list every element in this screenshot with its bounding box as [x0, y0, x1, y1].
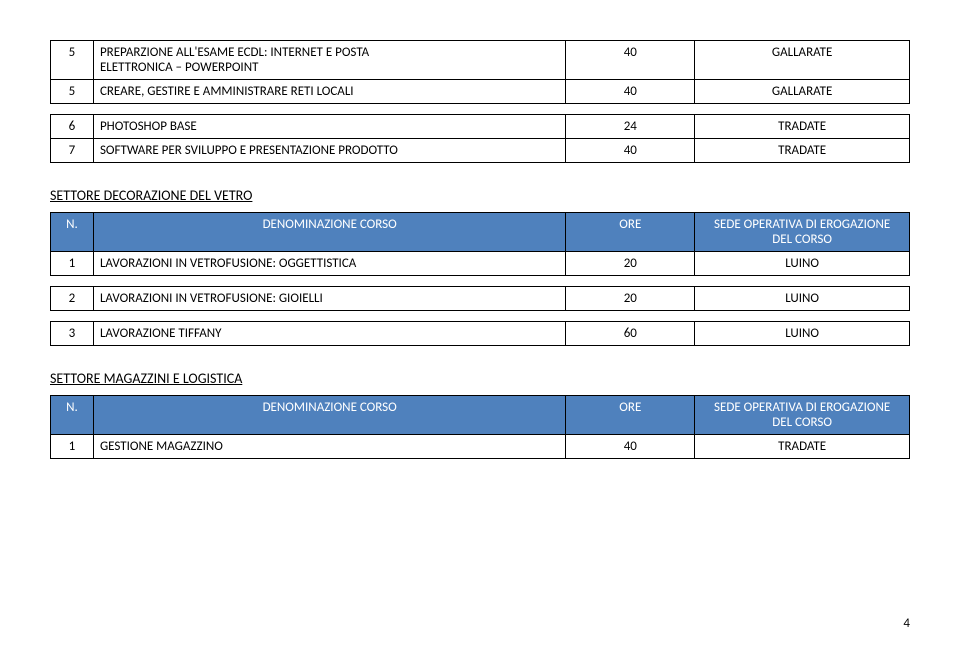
cell-ore: 20 — [566, 252, 695, 276]
cell-sede: TRADATE — [695, 435, 910, 459]
cell-sede: LUINO — [695, 322, 910, 346]
section-title-vetro: SETTORE DECORAZIONE DEL VETRO — [50, 187, 910, 204]
cell-ore: 40 — [566, 435, 695, 459]
course-table-3: N. DENOMINAZIONE CORSO ORE SEDE OPERATIV… — [50, 212, 910, 276]
cell-n: 3 — [51, 322, 94, 346]
section-title-magazzini: SETTORE MAGAZZINI E LOGISTICA — [50, 370, 910, 387]
course-table-4: N. DENOMINAZIONE CORSO ORE SEDE OPERATIV… — [50, 395, 910, 459]
desc-line1: PREPARZIONE ALL'ESAME ECDL: INTERNET E P… — [100, 45, 369, 60]
cell-sede: LUINO — [695, 287, 910, 311]
table-header-row: N. DENOMINAZIONE CORSO ORE SEDE OPERATIV… — [51, 213, 910, 252]
course-table-1: 5 PREPARZIONE ALL'ESAME ECDL: INTERNET E… — [50, 40, 910, 104]
cell-n: 1 — [51, 435, 94, 459]
cell-sede: GALLARATE — [695, 41, 910, 80]
cell-ore: 40 — [566, 80, 695, 104]
header-sede-line2: DEL CORSO — [772, 232, 832, 247]
course-table-2: 6 PHOTOSHOP BASE 24 TRADATE 7 SOFTWARE P… — [50, 114, 910, 163]
table-row: 7 SOFTWARE PER SVILUPPO E PRESENTAZIONE … — [51, 139, 910, 163]
cell-desc: SOFTWARE PER SVILUPPO E PRESENTAZIONE PR… — [93, 139, 565, 163]
table-header-row: N. DENOMINAZIONE CORSO ORE SEDE OPERATIV… — [51, 396, 910, 435]
cell-n: 7 — [51, 139, 94, 163]
cell-sede: TRADATE — [695, 139, 910, 163]
header-sede: SEDE OPERATIVA DI EROGAZIONE DEL CORSO — [695, 213, 910, 252]
cell-desc: CREARE, GESTIRE E AMMINISTRARE RETI LOCA… — [93, 80, 565, 104]
cell-sede: GALLARATE — [695, 80, 910, 104]
cell-sede: LUINO — [695, 252, 910, 276]
cell-n: 2 — [51, 287, 94, 311]
table-row: 3 LAVORAZIONE TIFFANY 60 LUINO — [51, 322, 910, 346]
cell-ore: 40 — [566, 139, 695, 163]
cell-desc: PREPARZIONE ALL'ESAME ECDL: INTERNET E P… — [93, 41, 565, 80]
table-row: 2 LAVORAZIONI IN VETROFUSIONE: GIOIELLI … — [51, 287, 910, 311]
table-row: 1 LAVORAZIONI IN VETROFUSIONE: OGGETTIST… — [51, 252, 910, 276]
cell-desc: LAVORAZIONE TIFFANY — [93, 322, 565, 346]
header-sede-line1: SEDE OPERATIVA DI EROGAZIONE — [714, 400, 890, 415]
header-ore: ORE — [566, 396, 695, 435]
header-sede-line2: DEL CORSO — [772, 415, 832, 430]
cell-n: 5 — [51, 41, 94, 80]
cell-ore: 20 — [566, 287, 695, 311]
header-n: N. — [51, 213, 94, 252]
table-row: 5 PREPARZIONE ALL'ESAME ECDL: INTERNET E… — [51, 41, 910, 80]
header-n: N. — [51, 396, 94, 435]
header-desc: DENOMINAZIONE CORSO — [93, 396, 565, 435]
table-row: 5 CREARE, GESTIRE E AMMINISTRARE RETI LO… — [51, 80, 910, 104]
cell-n: 1 — [51, 252, 94, 276]
desc-line2: ELETTRONICA – POWERPOINT — [100, 60, 259, 75]
cell-ore: 60 — [566, 322, 695, 346]
page-number: 4 — [903, 616, 910, 631]
cell-ore: 40 — [566, 41, 695, 80]
cell-desc: LAVORAZIONI IN VETROFUSIONE: OGGETTISTIC… — [93, 252, 565, 276]
header-ore: ORE — [566, 213, 695, 252]
table-row: 1 GESTIONE MAGAZZINO 40 TRADATE — [51, 435, 910, 459]
table-row: 6 PHOTOSHOP BASE 24 TRADATE — [51, 115, 910, 139]
course-table-3b: 2 LAVORAZIONI IN VETROFUSIONE: GIOIELLI … — [50, 286, 910, 311]
cell-sede: TRADATE — [695, 115, 910, 139]
cell-n: 5 — [51, 80, 94, 104]
cell-ore: 24 — [566, 115, 695, 139]
cell-desc: LAVORAZIONI IN VETROFUSIONE: GIOIELLI — [93, 287, 565, 311]
header-sede: SEDE OPERATIVA DI EROGAZIONE DEL CORSO — [695, 396, 910, 435]
cell-n: 6 — [51, 115, 94, 139]
header-desc: DENOMINAZIONE CORSO — [93, 213, 565, 252]
header-sede-line1: SEDE OPERATIVA DI EROGAZIONE — [714, 217, 890, 232]
cell-desc: GESTIONE MAGAZZINO — [93, 435, 565, 459]
course-table-3c: 3 LAVORAZIONE TIFFANY 60 LUINO — [50, 321, 910, 346]
cell-desc: PHOTOSHOP BASE — [93, 115, 565, 139]
